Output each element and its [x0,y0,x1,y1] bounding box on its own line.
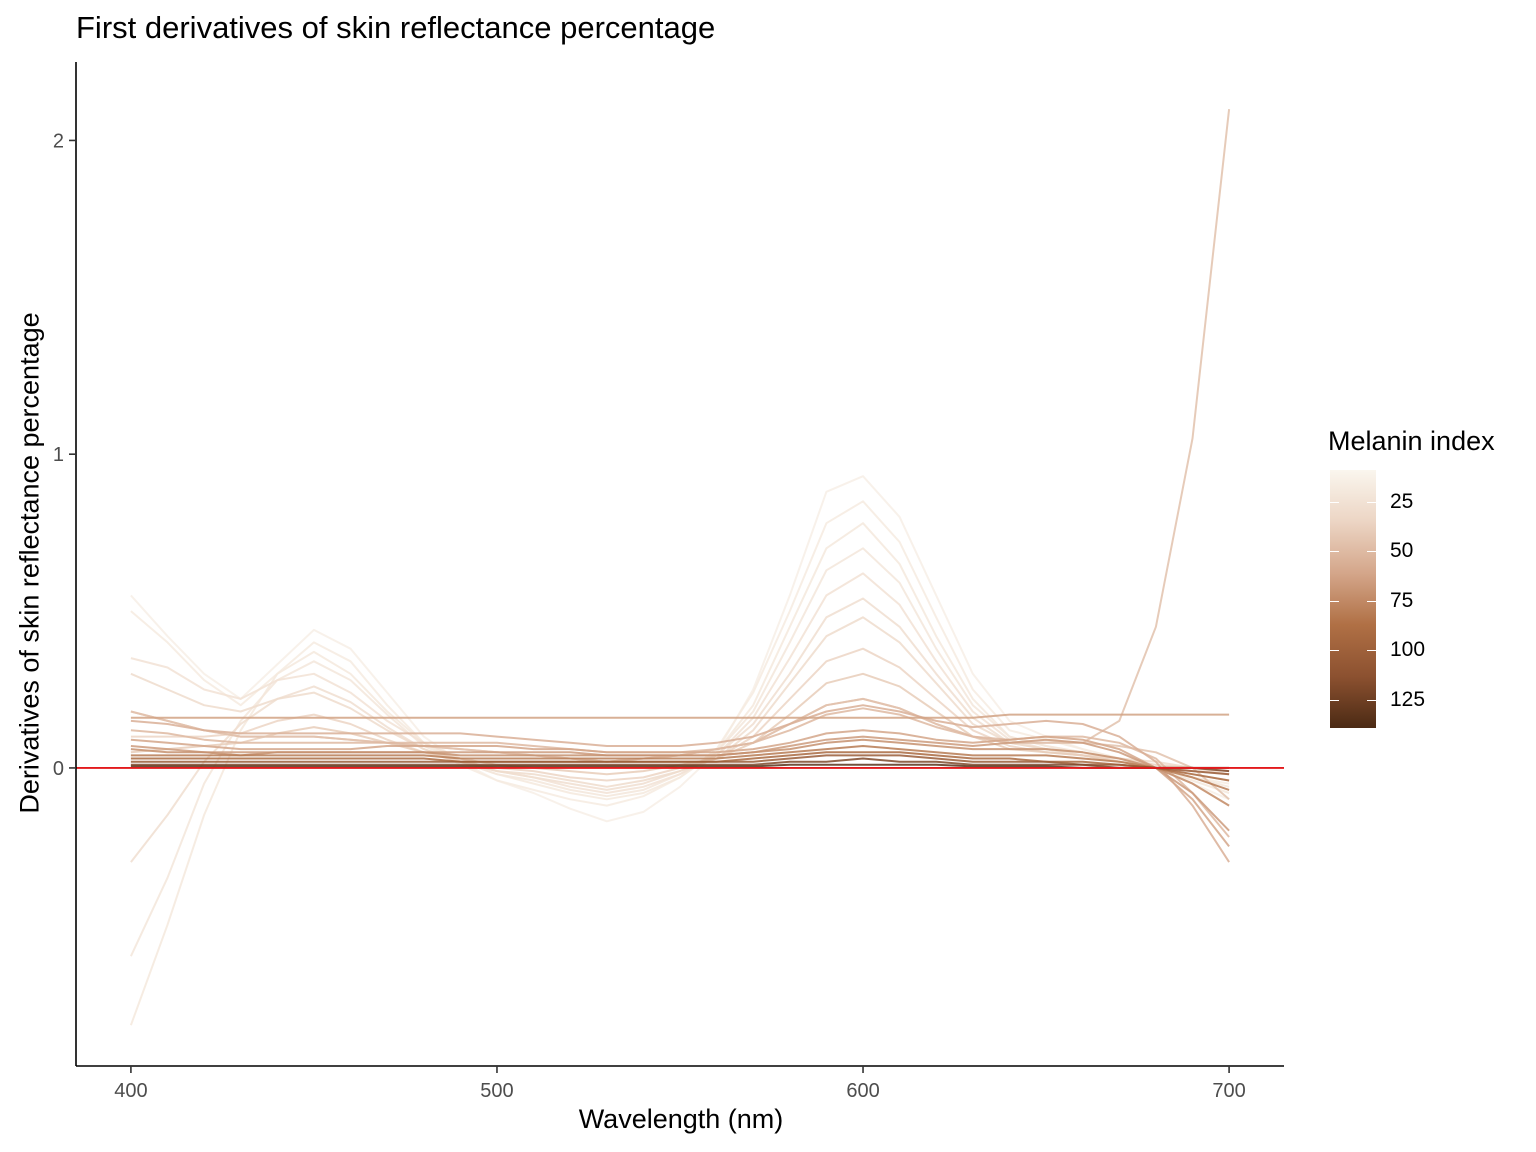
legend-tick [1367,501,1376,503]
y-tick-label: 1 [53,444,64,466]
y-tick-label: 2 [53,130,64,152]
legend-tick [1330,551,1339,553]
color-legend: Melanin index 25 50 75 100 125 [1328,426,1495,728]
x-tick-label: 600 [846,1080,879,1102]
series-line [130,500,1230,807]
legend-break-label: 75 [1390,588,1414,612]
x-axis-label: Wavelength (nm) [578,1104,784,1134]
legend-break-label: 25 [1390,489,1414,513]
y-axis-label: Derivatives of skin reflectance percenta… [14,312,45,814]
series-line [130,707,1230,838]
series-line [130,738,1230,807]
legend-tick [1367,699,1376,701]
y-tick-label: 0 [53,758,64,780]
legend-tick [1367,551,1376,553]
series-line [130,757,1230,773]
series-line [130,754,1230,776]
axes: 400 500 600 700 0 1 2 [53,62,1284,1102]
series-line [130,572,1230,794]
series-line [130,763,1230,769]
legend-title: Melanin index [1328,426,1495,456]
legend-tick [1330,600,1339,602]
x-tick-label: 700 [1212,1080,1245,1102]
legend-colorbar [1330,470,1376,728]
legend-tick [1330,650,1339,652]
legend-tick [1367,600,1376,602]
series-line [130,475,1230,823]
legend-break-label: 125 [1390,687,1426,711]
series-line [130,704,1230,863]
chart-title: First derivatives of skin reflectance pe… [76,10,716,45]
legend-tick [1330,699,1339,701]
series-line [130,729,1230,848]
legend-break-label: 100 [1390,638,1426,662]
series-line [130,713,1230,719]
legend-tick [1330,501,1339,503]
legend-break-label: 50 [1390,539,1414,563]
series-line [130,745,1230,791]
x-tick-label: 400 [114,1080,147,1102]
legend-tick [1367,650,1376,652]
x-tick-label: 500 [480,1080,513,1102]
series-lines [129,108,1231,1026]
